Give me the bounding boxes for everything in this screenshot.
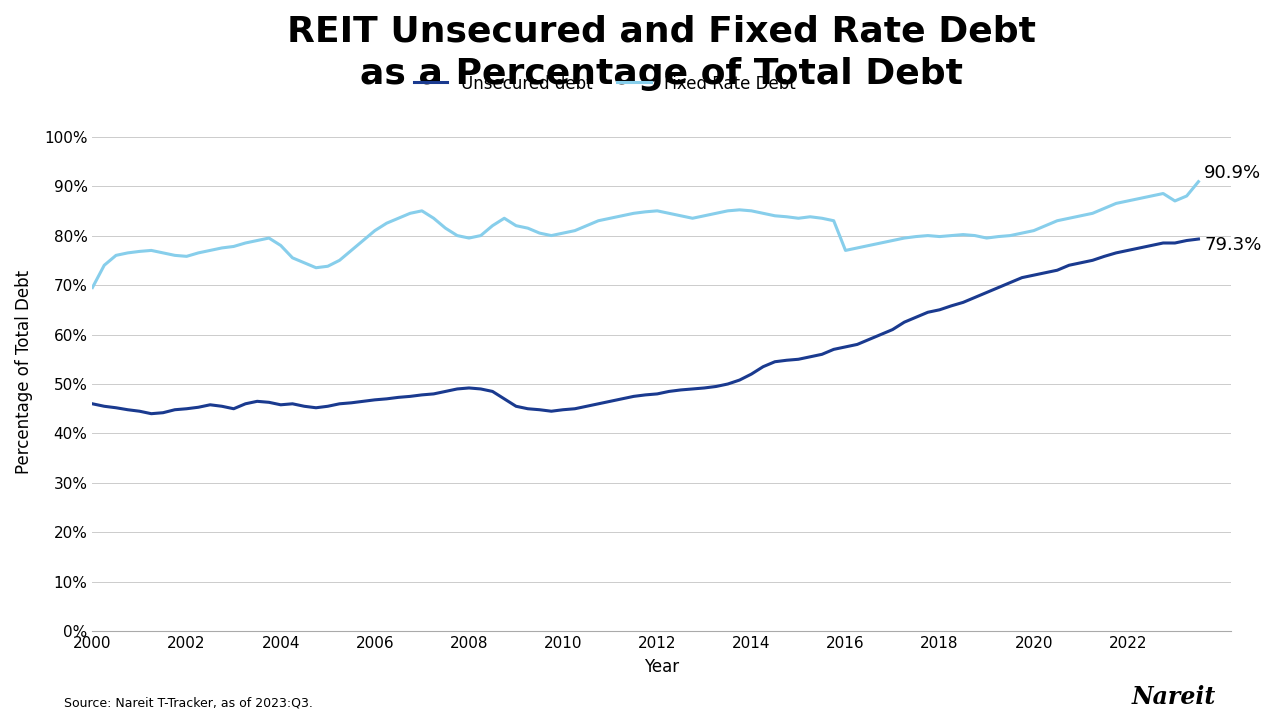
Title: REIT Unsecured and Fixed Rate Debt
as a Percentage of Total Debt: REIT Unsecured and Fixed Rate Debt as a … — [288, 15, 1037, 91]
Line: Fixed Rate Debt: Fixed Rate Debt — [92, 181, 1198, 287]
Text: Source: Nareit T-Tracker, as of 2023:Q3.: Source: Nareit T-Tracker, as of 2023:Q3. — [64, 696, 312, 709]
Fixed Rate Debt — [132, 247, 147, 256]
Unsecured debt — [920, 308, 936, 317]
Line: Unsecured debt: Unsecured debt — [92, 239, 1198, 414]
Unsecured debt — [1190, 235, 1206, 243]
Text: Nareit: Nareit — [1132, 685, 1216, 709]
Unsecured debt — [850, 340, 865, 348]
Unsecured debt — [143, 410, 159, 418]
Fixed Rate Debt — [838, 246, 854, 255]
Legend: Unsecured debt, Fixed Rate Debt: Unsecured debt, Fixed Rate Debt — [407, 68, 803, 99]
Fixed Rate Debt — [84, 283, 100, 292]
Fixed Rate Debt — [1190, 177, 1206, 186]
Unsecured debt — [873, 330, 888, 339]
Fixed Rate Debt — [909, 233, 924, 241]
X-axis label: Year: Year — [644, 658, 680, 676]
Y-axis label: Percentage of Total Debt: Percentage of Total Debt — [15, 269, 33, 474]
Unsecured debt — [297, 402, 312, 410]
Unsecured debt — [132, 407, 147, 415]
Unsecured debt — [909, 313, 924, 322]
Fixed Rate Debt — [861, 241, 877, 250]
Fixed Rate Debt — [285, 253, 301, 262]
Text: 79.3%: 79.3% — [1204, 236, 1262, 254]
Fixed Rate Debt — [896, 234, 911, 243]
Unsecured debt — [84, 400, 100, 408]
Text: 90.9%: 90.9% — [1204, 163, 1261, 181]
